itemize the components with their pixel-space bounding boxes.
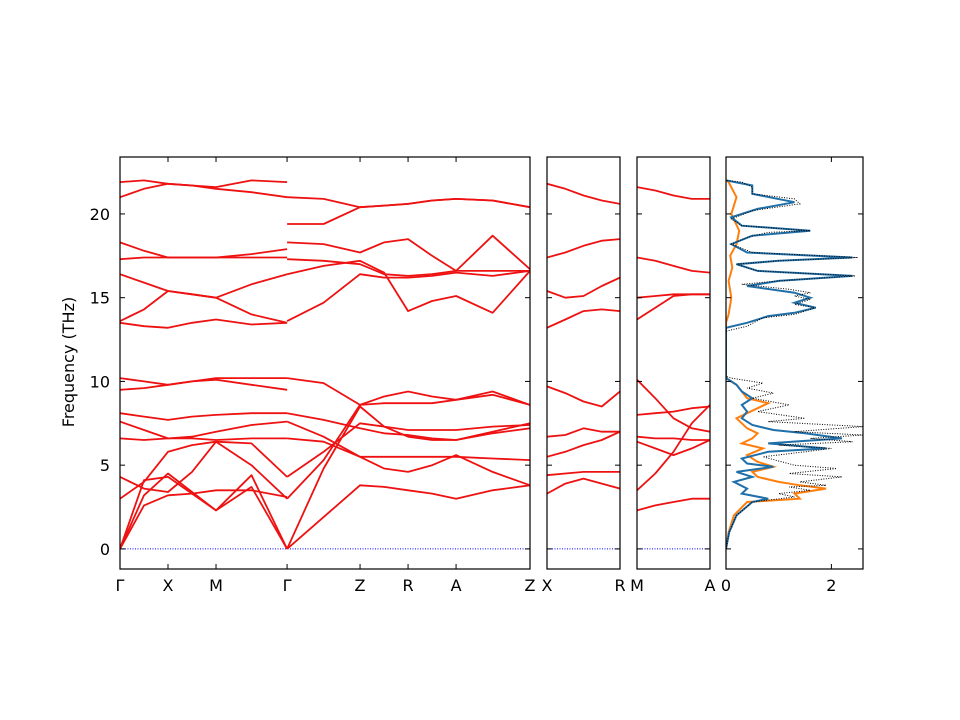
- band-line: [120, 318, 288, 329]
- band-line: [637, 439, 710, 456]
- y-tick-label: 5: [100, 456, 110, 475]
- band-line: [286, 259, 530, 314]
- band-line: [120, 377, 288, 386]
- band-line: [637, 435, 710, 441]
- band-line: [120, 412, 288, 421]
- band-line: [547, 308, 620, 329]
- panel-frame: [546, 156, 621, 570]
- band-line: [287, 198, 530, 225]
- band-line: [120, 273, 288, 324]
- plot-area: [726, 179, 863, 550]
- panel-frame: [119, 156, 531, 570]
- band-line: [637, 293, 710, 321]
- band-line: [120, 437, 288, 441]
- band-line: [547, 477, 620, 495]
- band-line: [287, 258, 530, 277]
- x-tick-label: Z: [525, 576, 536, 595]
- x-tick-label: Γ: [283, 576, 292, 595]
- y-tick-label: 15: [90, 289, 110, 308]
- x-tick-label: X: [542, 576, 553, 595]
- band-line: [547, 385, 620, 408]
- band-line: [120, 273, 288, 322]
- x-tick-label: Γ: [116, 576, 125, 595]
- band-line: [120, 440, 288, 493]
- y-tick-label: 10: [90, 372, 110, 391]
- band-panel-main: 0 5 10 15 20 Γ X M Γ Z R A Z: [90, 156, 536, 595]
- band-line: [637, 497, 710, 512]
- x-tick-label: Z: [355, 576, 366, 595]
- x-tick-label: A: [451, 576, 462, 595]
- x-tick-label: R: [614, 576, 625, 595]
- band-line: [637, 404, 710, 491]
- band-line: [287, 234, 530, 272]
- dos-series-a-line: [726, 179, 853, 550]
- band-line: [286, 484, 530, 550]
- band-line: [287, 196, 530, 209]
- x-tick-label: M: [209, 576, 223, 595]
- band-line: [286, 422, 530, 478]
- dos-total-line: [726, 179, 863, 549]
- plot-area: [637, 186, 710, 550]
- dos-series-b-line: [726, 179, 827, 550]
- x-tick-label: 0: [721, 576, 731, 595]
- band-line: [286, 390, 530, 500]
- band-line: [120, 241, 288, 259]
- y-tick-label: 0: [100, 540, 110, 559]
- band-line: [286, 405, 530, 550]
- band-line: [120, 474, 288, 550]
- band-line: [547, 427, 620, 438]
- plot-area: [547, 182, 620, 550]
- band-line: [637, 256, 710, 274]
- panel-frame: [636, 156, 711, 570]
- panel-frame: [725, 156, 864, 570]
- x-tick-label: R: [402, 576, 413, 595]
- y-tick-label: 20: [90, 205, 110, 224]
- band-line: [120, 179, 288, 188]
- band-line: [637, 293, 710, 299]
- band-line: [547, 276, 620, 299]
- band-line: [287, 437, 530, 487]
- x-tick-label: X: [163, 576, 174, 595]
- band-line: [547, 238, 620, 259]
- band-line: [547, 430, 620, 458]
- band-line: [120, 440, 288, 500]
- band-line: [637, 379, 710, 433]
- plot-area: [120, 179, 530, 550]
- band-line: [286, 412, 530, 441]
- band-line: [286, 377, 530, 406]
- band-line: [547, 182, 620, 205]
- band-line: [120, 489, 288, 550]
- band-line: [120, 472, 288, 550]
- band-line: [286, 270, 530, 322]
- y-axis-label: Frequency (THz): [59, 297, 78, 427]
- band-line: [637, 186, 710, 200]
- x-tick-label: M: [630, 576, 644, 595]
- band-line: [547, 471, 620, 477]
- x-tick-label: 2: [826, 576, 836, 595]
- band-line: [637, 405, 710, 416]
- band-line: [120, 420, 288, 440]
- band-line: [286, 420, 530, 461]
- x-tick-label: A: [705, 576, 716, 595]
